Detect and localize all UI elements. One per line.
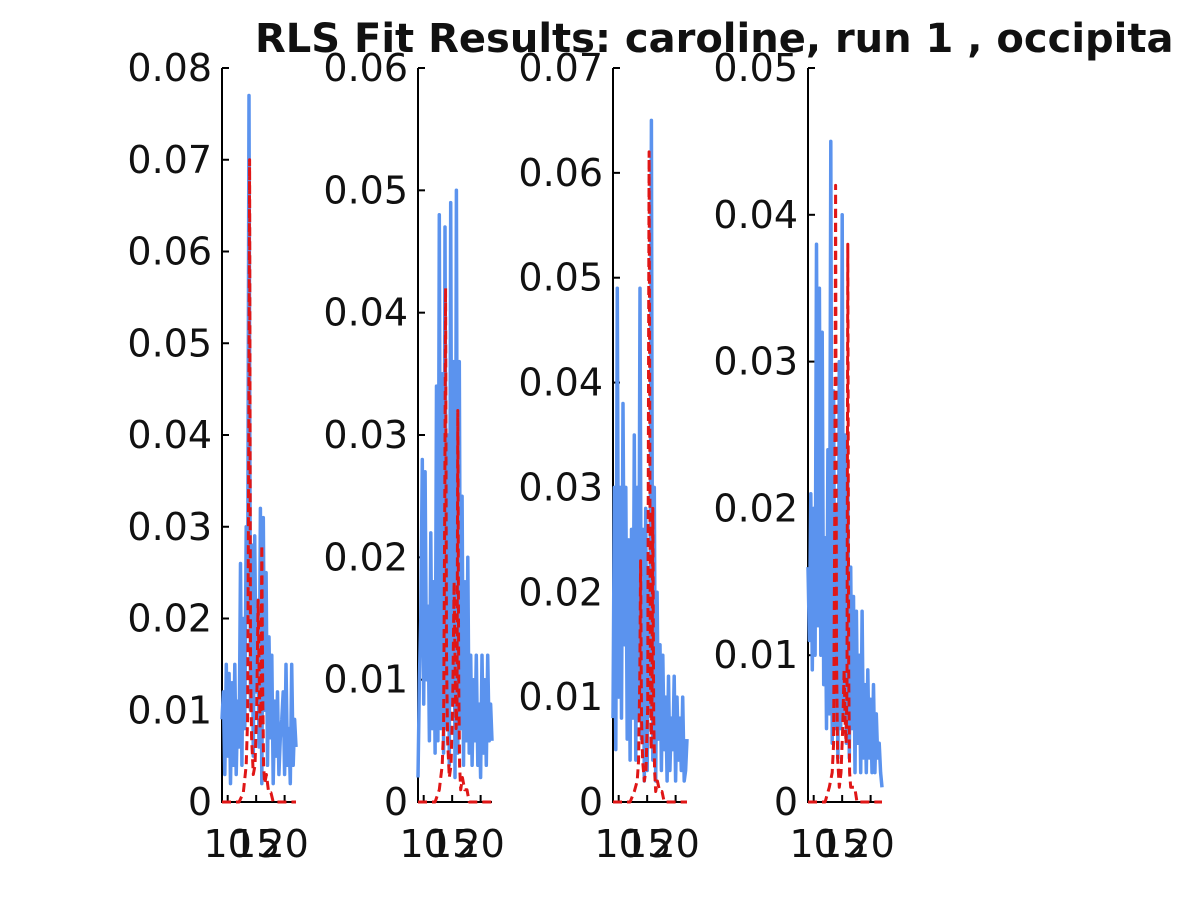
y-tick-label: 0.01 [518, 675, 603, 719]
y-tick-label: 0.01 [323, 658, 408, 702]
y-tick-label: 0.06 [127, 230, 212, 274]
data-series-line [806, 139, 884, 788]
y-tick-label: 0.04 [323, 291, 408, 335]
data-series-line [611, 118, 689, 783]
y-tick-label: 0.05 [713, 46, 798, 90]
x-tick-label: 20 [651, 822, 699, 866]
y-tick-label: 0.05 [518, 256, 603, 300]
y-tick-label: 0.06 [323, 46, 408, 90]
y-tick-label: 0.04 [713, 193, 798, 237]
fit-series-line [222, 158, 296, 804]
y-tick-label: 0 [774, 780, 798, 824]
x-tick-label: 10 [595, 822, 643, 866]
x-tick-label: 15 [232, 822, 280, 866]
y-tick-label: 0 [188, 780, 212, 824]
y-tick-label: 0.03 [127, 505, 212, 549]
x-tick-label: 15 [428, 822, 476, 866]
data-series-line [220, 93, 298, 786]
y-tick-label: 0 [579, 780, 603, 824]
y-tick-label: 0.03 [518, 465, 603, 509]
y-tick-label: 0.02 [323, 535, 408, 579]
y-tick-label: 0.01 [713, 633, 798, 677]
x-tick-label: 15 [623, 822, 671, 866]
y-tick-label: 0.02 [127, 597, 212, 641]
x-tick-label: 20 [260, 822, 308, 866]
x-tick-label: 10 [204, 822, 252, 866]
fit-series-line [808, 183, 882, 804]
y-tick-label: 0.08 [127, 46, 212, 90]
figure-title: RLS Fit Results: caroline, run 1 , occip… [255, 16, 1174, 62]
y-tick-label: 0.04 [127, 413, 212, 457]
x-tick-label: 20 [456, 822, 504, 866]
y-tick-label: 0.01 [127, 688, 212, 732]
data-series-line [416, 188, 494, 780]
fit-series-line [613, 150, 687, 804]
y-tick-label: 0.05 [323, 168, 408, 212]
y-tick-label: 0.02 [518, 570, 603, 614]
y-tick-label: 0.03 [713, 340, 798, 384]
x-tick-label: 10 [400, 822, 448, 866]
y-tick-label: 0.04 [518, 361, 603, 405]
x-tick-label: 20 [846, 822, 894, 866]
y-tick-label: 0.07 [127, 138, 212, 182]
y-tick-label: 0.07 [518, 46, 603, 90]
x-tick-label: 15 [818, 822, 866, 866]
y-tick-label: 0 [384, 780, 408, 824]
y-tick-label: 0.03 [323, 413, 408, 457]
x-tick-label: 10 [790, 822, 838, 866]
y-tick-label: 0.06 [518, 151, 603, 195]
y-tick-label: 0.02 [713, 486, 798, 530]
y-tick-label: 0.05 [127, 321, 212, 365]
subplot-group: 00.010.020.030.040.050.060.070.081015200… [127, 46, 894, 866]
